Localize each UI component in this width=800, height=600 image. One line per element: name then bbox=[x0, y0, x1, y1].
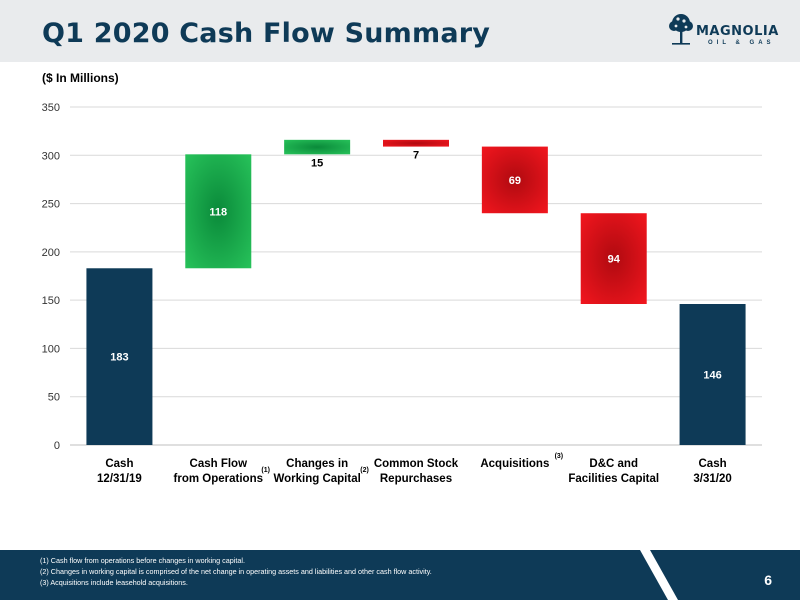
category-label-line1: Common Stock bbox=[374, 458, 459, 470]
category-label-line2: from Operations bbox=[174, 473, 263, 485]
bar-3 bbox=[383, 139, 449, 147]
category-label-line1: Cash bbox=[105, 458, 133, 470]
bar-4 bbox=[481, 146, 548, 214]
category-footnote-ref: (2) bbox=[360, 467, 369, 474]
category-label-line2: 12/31/19 bbox=[97, 473, 142, 485]
data-label-1: 118 bbox=[209, 206, 227, 218]
category-footnote-ref: (3) bbox=[555, 453, 564, 460]
y-tick-label: 200 bbox=[42, 247, 60, 259]
category-label-line1: Cash Flow bbox=[190, 458, 248, 470]
y-tick-label: 350 bbox=[42, 102, 60, 114]
category-label-line2: Repurchases bbox=[380, 473, 452, 485]
category-label-line2: Working Capital bbox=[273, 473, 360, 485]
data-label-4: 69 bbox=[509, 175, 521, 187]
category-label-line1: Cash bbox=[699, 458, 727, 470]
bar-2 bbox=[284, 139, 351, 155]
logo-wordmark: MAGNOLIA bbox=[696, 24, 779, 39]
y-tick-label: 150 bbox=[42, 295, 60, 307]
category-label-line2: Facilities Capital bbox=[568, 473, 659, 485]
data-label-3: 7 bbox=[413, 150, 419, 162]
magnolia-tree-icon bbox=[669, 14, 693, 45]
company-logo: MAGNOLIA OIL & GAS bbox=[668, 12, 786, 52]
y-tick-label: 50 bbox=[48, 392, 60, 404]
y-tick-label: 0 bbox=[54, 440, 60, 452]
bar-0 bbox=[86, 268, 153, 445]
header-band: Q1 2020 Cash Flow Summary MAGNOLIA OIL &… bbox=[0, 0, 800, 62]
y-tick-label: 300 bbox=[42, 150, 60, 162]
category-label-line2: 3/31/20 bbox=[693, 473, 731, 485]
bar-6 bbox=[679, 304, 746, 445]
bar-5 bbox=[580, 213, 647, 305]
category-footnote-ref: (1) bbox=[261, 467, 270, 474]
category-label-line1: D&C and bbox=[589, 458, 638, 470]
page-number: 6 bbox=[764, 572, 772, 588]
footnote-1: (1) Cash flow from operations before cha… bbox=[40, 556, 245, 565]
y-axis-ticks: 0 50 100 150 200 250 300 350 bbox=[42, 102, 60, 452]
footer-band: (1) Cash flow from operations before cha… bbox=[0, 550, 800, 600]
page-title: Q1 2020 Cash Flow Summary bbox=[42, 18, 491, 49]
footnotes: (1) Cash flow from operations before cha… bbox=[40, 555, 432, 588]
bars bbox=[86, 139, 746, 445]
data-label-0: 183 bbox=[110, 352, 128, 364]
footnote-3: (3) Acquisitions include leasehold acqui… bbox=[40, 578, 188, 587]
data-label-5: 94 bbox=[608, 254, 621, 266]
bar-1 bbox=[185, 154, 252, 269]
footnote-2: (2) Changes in working capital is compri… bbox=[40, 567, 432, 576]
logo-subtitle: OIL & GAS bbox=[708, 40, 775, 46]
y-tick-label: 100 bbox=[42, 343, 60, 355]
waterfall-chart: 0 50 100 150 200 250 300 350 183 118 15 7 69 94 146 C… bbox=[42, 102, 762, 485]
data-labels: 183 118 15 7 69 94 146 bbox=[110, 150, 722, 382]
data-label-2: 15 bbox=[311, 157, 323, 169]
y-tick-label: 250 bbox=[42, 199, 60, 211]
category-label-line1: Acquisitions bbox=[480, 458, 549, 470]
data-label-6: 146 bbox=[703, 370, 721, 382]
footer-accent-shape bbox=[640, 550, 800, 600]
category-labels: Cash 12/31/19 Cash Flow from Operations(1) C… bbox=[97, 453, 732, 485]
category-label-line1: Changes in bbox=[286, 458, 348, 470]
units-label: ($ In Millions) bbox=[42, 71, 119, 85]
